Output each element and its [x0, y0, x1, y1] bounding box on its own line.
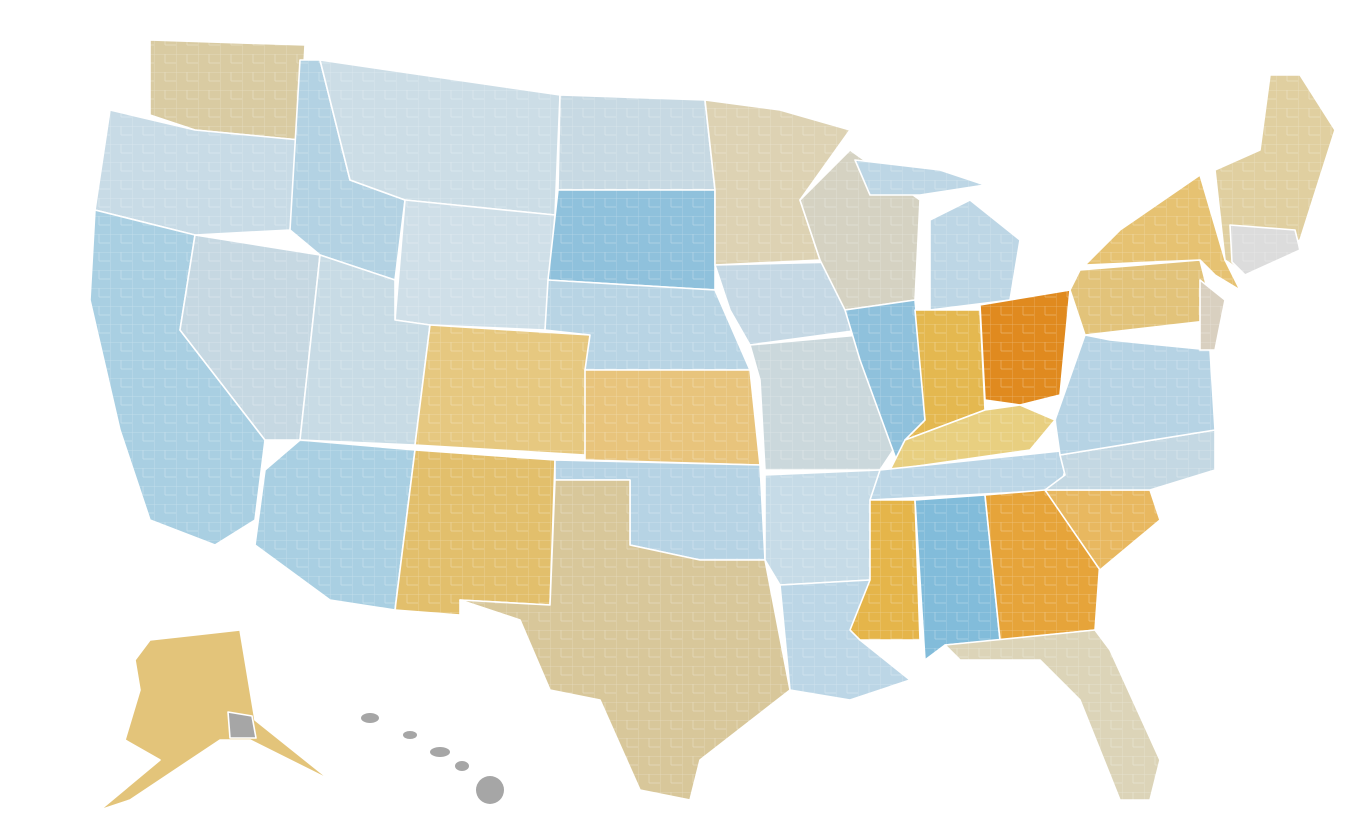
- region: [547, 189, 716, 291]
- island: [403, 731, 417, 739]
- island: [455, 761, 469, 771]
- region: [254, 439, 416, 611]
- region: [99, 629, 331, 811]
- region: [584, 369, 761, 466]
- island: [430, 747, 450, 757]
- region: [227, 711, 257, 739]
- region: [929, 199, 1021, 311]
- region: [1069, 259, 1216, 336]
- region: [1199, 279, 1226, 351]
- hawaii: [361, 713, 504, 804]
- region: [764, 469, 881, 586]
- region: [557, 94, 716, 191]
- region: [394, 199, 556, 331]
- region: [1229, 224, 1301, 276]
- island: [476, 776, 504, 804]
- island: [361, 713, 379, 723]
- region: [979, 289, 1071, 406]
- region: [394, 449, 556, 616]
- region: [414, 324, 591, 456]
- region: [944, 629, 1161, 801]
- contiguous-states: [80, 30, 1350, 810]
- alaska: [99, 629, 331, 811]
- region: [854, 159, 986, 196]
